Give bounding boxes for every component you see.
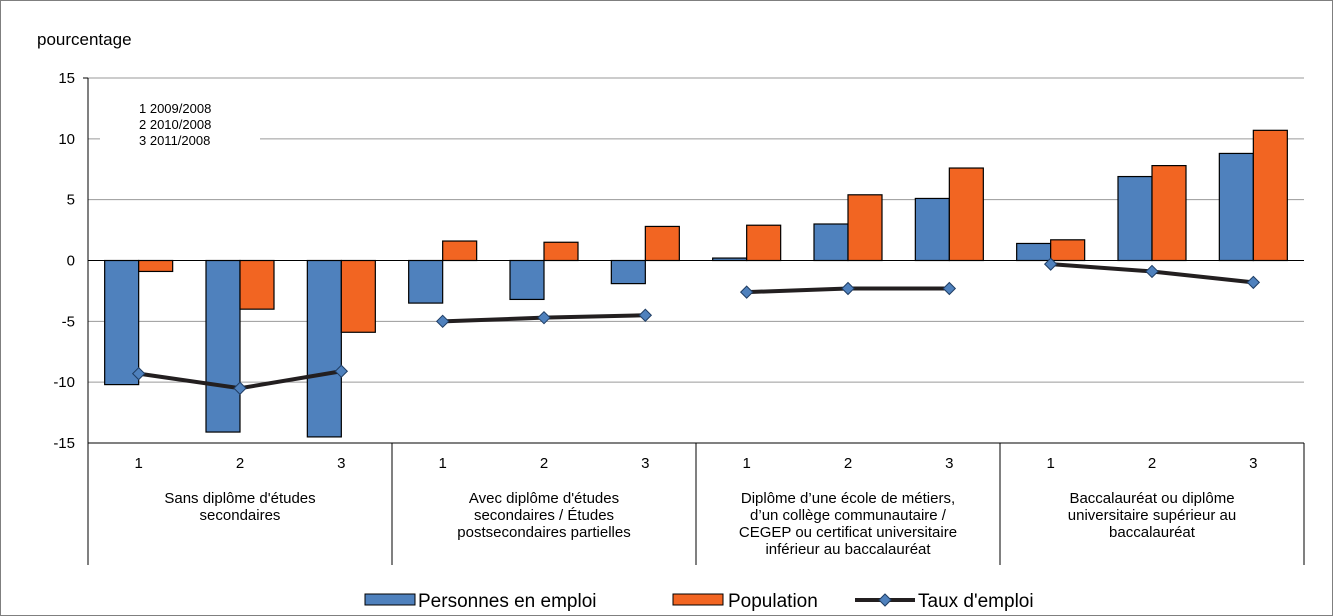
category-label: 2: [844, 455, 852, 472]
bar: [610, 259, 646, 285]
bar: [306, 259, 342, 438]
rate-marker: [739, 285, 754, 299]
bar: [746, 224, 782, 262]
bar: [1117, 175, 1153, 262]
y-axis-label: pourcentage: [37, 30, 132, 49]
category-label: 1: [742, 455, 750, 472]
legend-swatch-population: [672, 593, 724, 606]
bar: [239, 259, 275, 310]
bar: [1218, 152, 1254, 262]
group-label: baccalauréat: [1109, 524, 1196, 541]
category-label: 2: [236, 455, 244, 472]
category-label: 3: [945, 455, 953, 472]
bar: [509, 259, 545, 301]
bar: [408, 259, 444, 304]
group-label: Sans diplôme d'études: [164, 490, 315, 507]
bar: [1050, 239, 1086, 262]
period-note: 3 2011/2008: [139, 133, 210, 148]
legend: Personnes en emploi Population Taux d'empl…: [364, 591, 1034, 612]
bar: [1252, 129, 1288, 262]
legend-label: Personnes en emploi: [418, 591, 597, 612]
bar: [543, 241, 579, 262]
rate-marker: [537, 310, 551, 325]
category-label: 2: [1148, 455, 1156, 472]
group-label: CEGEP ou certificat universitaire: [739, 524, 957, 541]
group-label: Baccalauréat ou diplôme: [1069, 490, 1234, 507]
y-tick-label: -15: [53, 435, 75, 452]
bars: [88, 129, 1304, 438]
category-label: 2: [540, 455, 548, 472]
bar: [205, 259, 241, 433]
rate-marker: [841, 281, 855, 296]
y-tick-label: 10: [58, 131, 75, 148]
group-label: secondaires: [200, 507, 281, 524]
rate-marker: [233, 381, 247, 395]
y-tick-label: 5: [67, 192, 75, 209]
bar: [948, 167, 984, 262]
category-label: 1: [134, 455, 142, 472]
rate-marker: [334, 364, 349, 378]
category-label: 3: [1249, 455, 1257, 472]
legend-marker-rate: [878, 593, 892, 607]
y-tick-label: 0: [67, 253, 75, 270]
group-label: universitaire supérieur au: [1068, 507, 1236, 524]
notes-background: [100, 95, 260, 153]
bar: [138, 259, 174, 273]
y-tick-label: -5: [62, 313, 75, 330]
group-label: inférieur au baccalauréat: [765, 541, 931, 558]
rate-marker: [435, 314, 450, 329]
period-note: 2 2010/2008: [139, 117, 211, 132]
legend-label: Taux d'emploi: [918, 591, 1034, 612]
bar: [442, 240, 478, 262]
rate-line: [131, 257, 1261, 395]
group-label: Diplôme d’une école de métiers,: [741, 490, 955, 507]
category-label: 3: [641, 455, 649, 472]
rate-marker: [1043, 257, 1058, 271]
group-label: secondaires / Études: [474, 507, 614, 524]
bar: [813, 223, 849, 262]
y-tick-label: -10: [53, 374, 75, 391]
bar: [1016, 242, 1052, 262]
period-note: 1 2009/2008: [139, 101, 211, 116]
rate-marker: [1246, 275, 1261, 290]
bar: [1151, 165, 1187, 262]
legend-swatch-employment: [364, 593, 416, 606]
legend-label: Population: [728, 591, 818, 612]
rate-marker: [942, 281, 957, 296]
rate-marker: [131, 366, 146, 381]
bar: [644, 225, 680, 262]
rate-marker: [1145, 264, 1159, 279]
rate-marker: [638, 308, 653, 322]
y-tick-labels: 15 10 5 0 -5 -10 -15: [53, 70, 75, 452]
category-label: 1: [1046, 455, 1054, 472]
y-tick-label: 15: [58, 70, 75, 87]
group-label: postsecondaires partielles: [457, 524, 630, 541]
bar: [340, 259, 376, 333]
group-label: Avec diplôme d'études: [469, 490, 619, 507]
bar: [104, 259, 140, 386]
group-label: d’un collège communautaire /: [750, 507, 947, 524]
bar: [847, 194, 883, 262]
category-label: 3: [337, 455, 345, 472]
category-label: 1: [438, 455, 446, 472]
bar: [914, 197, 950, 262]
